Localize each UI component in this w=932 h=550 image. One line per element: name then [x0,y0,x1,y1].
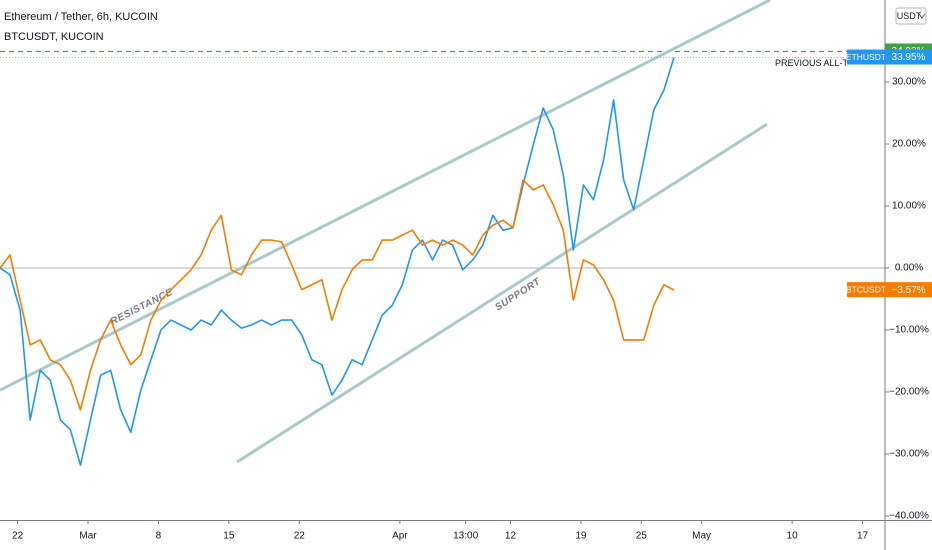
x-tick-label: 13:00 [453,531,478,542]
chart-title: Ethereum / Tether, 6h, KUCOIN [4,11,158,23]
last-value-box [885,282,932,298]
y-axis-panel [885,0,932,550]
x-tick-label: 12 [505,531,517,542]
y-tick-label: 30.00% [892,77,926,88]
currency-dropdown-icon[interactable] [918,13,926,19]
x-tick-label: 25 [636,531,648,542]
x-tick-label: 22 [294,531,306,542]
trend-line [0,0,771,392]
x-tick-label: 15 [223,531,235,542]
axes: 30.00% 20.00% 10.00% 0.00% −10.00% −20.00% −30… [12,77,929,542]
trend-line [236,122,768,464]
y-tick-label: −20.00% [889,387,929,398]
x-tick-label: 17 [857,531,869,542]
x-tick-label: 10 [787,531,799,542]
y-tick-label: 20.00% [892,139,926,150]
y-tick-label: −40.00% [889,511,929,522]
series-name-box [847,282,885,298]
currency-button[interactable] [895,7,927,25]
last-value-label: 33.95% [892,52,926,63]
chart-subtitle: BTCUSDT, KUCOIN [4,31,104,43]
last-value-box [885,49,932,65]
y-tick-label: −10.00% [889,325,929,336]
x-tick-label: 8 [156,531,162,542]
y-tick-label: 0.00% [895,263,923,274]
series-line [0,179,675,411]
series-name: ETHUSDT [846,52,886,62]
y-tick-label: 10.00% [892,201,926,212]
series-line [0,57,675,466]
x-tick-label: Apr [392,531,408,542]
x-tick-label: Mar [79,531,97,542]
x-tick-label: 22 [12,531,24,542]
x-axis-panel [0,520,932,550]
series-name: BTCUSDT [846,284,886,294]
y-tick-label: −30.00% [889,449,929,460]
reference-text: PREVIOUS ALL-T [775,58,849,68]
last-value-label: −3.57% [891,285,925,296]
x-tick-label: May [692,531,711,542]
currency-label[interactable]: USDT [897,11,922,21]
x-tick-label: 19 [575,531,587,542]
series-name-box [847,49,885,65]
